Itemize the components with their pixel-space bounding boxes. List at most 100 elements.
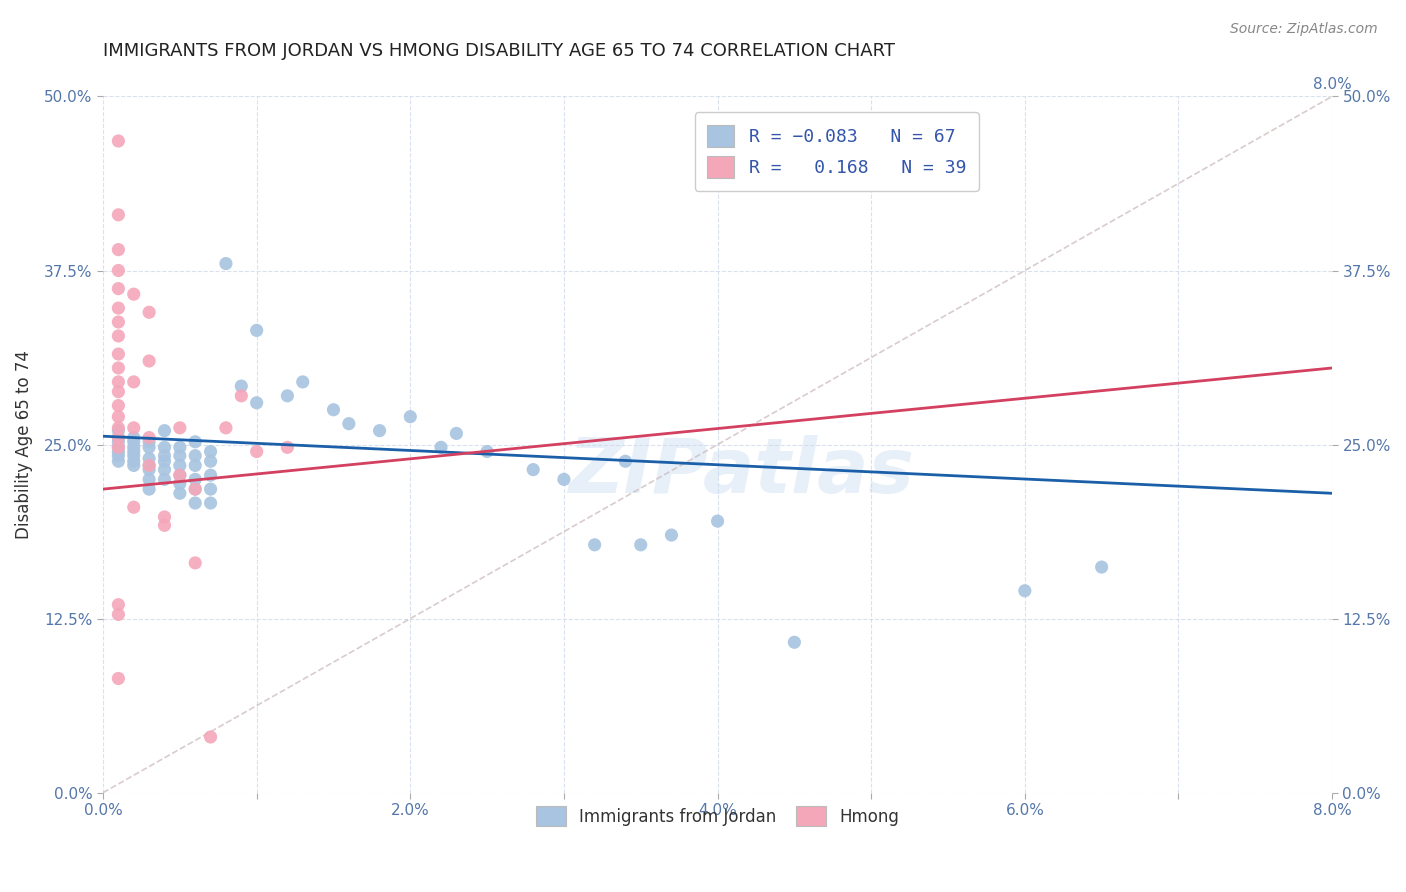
Point bbox=[107, 431, 129, 445]
Point bbox=[153, 449, 176, 463]
Point bbox=[200, 444, 222, 458]
Point bbox=[337, 417, 360, 431]
Point bbox=[169, 468, 191, 483]
Point bbox=[107, 399, 129, 413]
Point bbox=[153, 518, 176, 533]
Point bbox=[475, 444, 498, 458]
Point bbox=[153, 454, 176, 468]
Point bbox=[107, 301, 129, 315]
Point bbox=[153, 462, 176, 476]
Point bbox=[122, 449, 145, 463]
Point bbox=[107, 329, 129, 343]
Point bbox=[153, 441, 176, 455]
Point bbox=[169, 421, 191, 435]
Point bbox=[107, 347, 129, 361]
Point bbox=[107, 434, 129, 449]
Point bbox=[276, 389, 298, 403]
Point bbox=[153, 424, 176, 438]
Point bbox=[276, 441, 298, 455]
Y-axis label: Disability Age 65 to 74: Disability Age 65 to 74 bbox=[15, 351, 32, 539]
Point bbox=[107, 134, 129, 148]
Point bbox=[169, 468, 191, 483]
Point bbox=[107, 444, 129, 458]
Point bbox=[246, 396, 269, 410]
Point bbox=[122, 458, 145, 473]
Point bbox=[583, 538, 606, 552]
Point bbox=[122, 375, 145, 389]
Point bbox=[122, 287, 145, 301]
Point bbox=[184, 556, 207, 570]
Point bbox=[138, 434, 160, 449]
Point bbox=[138, 458, 160, 473]
Point bbox=[138, 462, 160, 476]
Point bbox=[200, 730, 222, 744]
Text: Source: ZipAtlas.com: Source: ZipAtlas.com bbox=[1230, 22, 1378, 37]
Text: ZIPatlas: ZIPatlas bbox=[569, 435, 915, 509]
Point bbox=[107, 431, 129, 445]
Point bbox=[138, 305, 160, 319]
Point bbox=[138, 482, 160, 496]
Point bbox=[200, 496, 222, 510]
Point bbox=[153, 510, 176, 524]
Point bbox=[215, 421, 238, 435]
Point bbox=[169, 449, 191, 463]
Point bbox=[614, 454, 637, 468]
Point bbox=[231, 379, 253, 393]
Point bbox=[107, 598, 129, 612]
Point bbox=[107, 421, 129, 435]
Point bbox=[200, 454, 222, 468]
Point bbox=[107, 263, 129, 277]
Point bbox=[107, 441, 129, 455]
Point bbox=[553, 472, 575, 486]
Point bbox=[215, 256, 238, 270]
Point bbox=[246, 323, 269, 337]
Point bbox=[1091, 560, 1114, 574]
Point bbox=[291, 375, 314, 389]
Point bbox=[107, 282, 129, 296]
Text: IMMIGRANTS FROM JORDAN VS HMONG DISABILITY AGE 65 TO 74 CORRELATION CHART: IMMIGRANTS FROM JORDAN VS HMONG DISABILI… bbox=[103, 42, 896, 60]
Point bbox=[368, 424, 391, 438]
Point bbox=[169, 476, 191, 491]
Point bbox=[107, 409, 129, 424]
Point bbox=[184, 482, 207, 496]
Point bbox=[200, 482, 222, 496]
Point bbox=[122, 431, 145, 445]
Point bbox=[446, 426, 468, 441]
Point bbox=[107, 315, 129, 329]
Point bbox=[122, 434, 145, 449]
Point bbox=[107, 449, 129, 463]
Point bbox=[107, 375, 129, 389]
Point bbox=[706, 514, 728, 528]
Point bbox=[107, 424, 129, 438]
Point bbox=[138, 472, 160, 486]
Point bbox=[107, 208, 129, 222]
Point bbox=[231, 389, 253, 403]
Point bbox=[107, 672, 129, 686]
Point bbox=[138, 354, 160, 368]
Point bbox=[246, 444, 269, 458]
Point bbox=[122, 454, 145, 468]
Point bbox=[184, 482, 207, 496]
Legend: Immigrants from Jordan, Hmong: Immigrants from Jordan, Hmong bbox=[529, 799, 905, 833]
Point bbox=[138, 431, 160, 445]
Point bbox=[184, 496, 207, 510]
Point bbox=[107, 441, 129, 455]
Point bbox=[153, 472, 176, 486]
Point bbox=[107, 607, 129, 622]
Point bbox=[122, 421, 145, 435]
Point bbox=[107, 361, 129, 376]
Point bbox=[138, 458, 160, 473]
Point bbox=[522, 462, 544, 476]
Point bbox=[122, 444, 145, 458]
Point bbox=[138, 451, 160, 466]
Point bbox=[107, 243, 129, 257]
Point bbox=[107, 384, 129, 399]
Point bbox=[122, 441, 145, 455]
Point bbox=[184, 434, 207, 449]
Point bbox=[169, 441, 191, 455]
Point bbox=[184, 458, 207, 473]
Point bbox=[783, 635, 806, 649]
Point bbox=[322, 402, 344, 417]
Point bbox=[184, 449, 207, 463]
Point bbox=[122, 500, 145, 515]
